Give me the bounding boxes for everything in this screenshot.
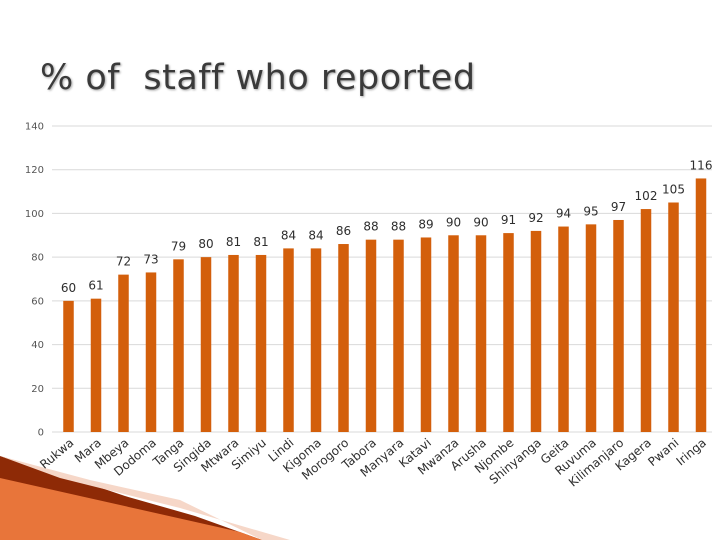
bar [228,254,239,432]
bar [173,259,184,432]
data-label: 81 [253,235,268,249]
data-label: 60 [61,281,76,295]
data-label: 84 [281,228,296,242]
data-label: 72 [116,255,131,269]
y-tick-label: 20 [31,384,44,395]
y-tick-label: 60 [31,296,44,307]
data-label: 86 [336,224,351,238]
y-tick-label: 80 [31,253,44,264]
bar [63,300,74,432]
data-label: 105 [662,183,685,197]
data-label: 91 [501,213,516,227]
bar [613,219,624,432]
data-label: 92 [528,211,543,225]
bar [90,298,102,432]
bar [585,224,597,432]
data-labels: 60 61 72 73 79 80 81 81 84 84 86 88 88 89 90 90 91 92 94 95… [61,158,713,294]
bar [448,235,459,432]
bar [420,237,432,432]
data-label: 79 [171,239,186,253]
x-category-label: Rukwa [37,436,76,472]
bar [145,272,157,432]
bar [338,244,349,432]
x-category-label: Iringa [674,436,709,469]
data-label: 73 [143,252,158,266]
data-label: 116 [690,158,713,172]
corner-decoration-light [0,478,262,540]
bar [393,239,404,432]
bar [640,209,652,432]
bars [63,178,707,432]
data-label: 81 [226,235,241,249]
bar [503,233,514,432]
y-axis-ticks: 0 20 40 60 80 100 120 140 [25,122,44,439]
data-label: 84 [308,228,323,242]
bar [310,248,322,432]
corner-decoration-swoosh [0,456,290,540]
y-tick-label: 40 [31,340,44,351]
bar [475,235,487,432]
slide-title: % of staff who reported [40,58,476,98]
bar [668,202,679,432]
bar [558,226,569,432]
y-tick-label: 100 [25,209,44,220]
data-label: 88 [391,220,406,234]
y-tick-label: 140 [25,122,44,133]
data-label: 61 [88,279,103,293]
data-label: 90 [473,215,488,229]
bar [695,178,707,432]
data-label: 89 [418,217,433,231]
bar [200,257,212,432]
gridlines [52,125,712,433]
y-tick-label: 0 [38,428,44,439]
data-label: 88 [363,220,378,234]
data-label: 90 [446,215,461,229]
bar [365,239,377,432]
x-category-label: Pwani [645,436,681,469]
y-tick-label: 120 [25,165,44,176]
x-axis-categories: RukwaMaraMbeyaDodomaTangaSingidaMtwaraSi… [37,436,709,490]
data-label: 94 [556,207,571,221]
data-label: 80 [198,237,213,251]
bar [283,248,294,432]
bar [530,230,542,432]
data-label: 95 [583,204,598,218]
bar [118,274,129,432]
data-label: 97 [611,200,626,214]
data-label: 102 [635,189,658,203]
bar [255,254,267,432]
